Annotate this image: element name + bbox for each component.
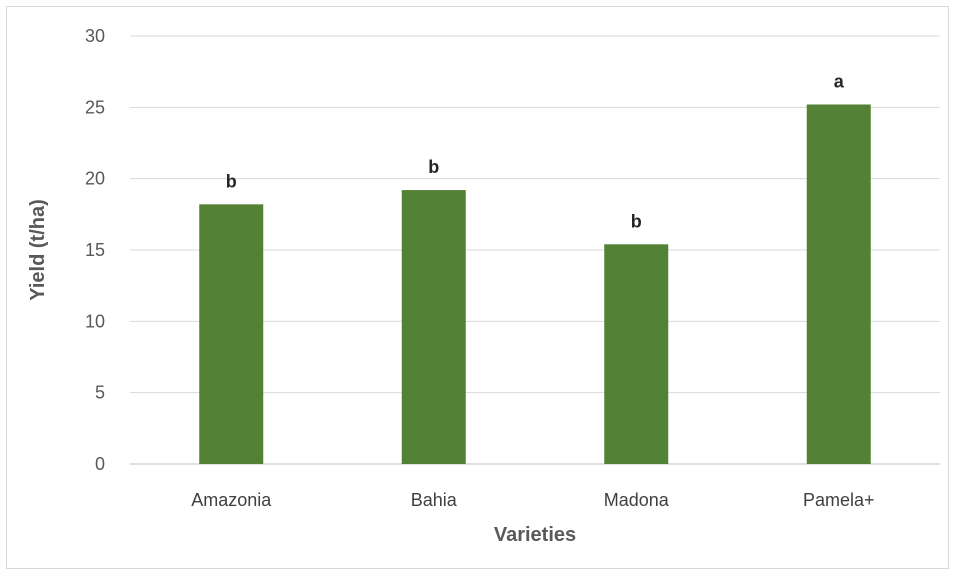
bar-significance-label: b xyxy=(226,171,237,191)
bar-madona xyxy=(604,244,669,464)
bar-significance-label: b xyxy=(631,211,642,231)
y-tick-label: 25 xyxy=(85,97,105,117)
y-axis-title: Yield (t/ha) xyxy=(27,199,49,300)
y-tick-label: 30 xyxy=(85,26,105,46)
x-category-label: Bahia xyxy=(411,490,458,510)
x-category-label: Amazonia xyxy=(191,490,272,510)
y-tick-label: 10 xyxy=(85,311,105,331)
bars xyxy=(199,104,871,464)
y-tick-label: 0 xyxy=(95,454,105,474)
bar-significance-label: b xyxy=(428,157,439,177)
bar-pamela- xyxy=(806,104,871,464)
x-category-label: Madona xyxy=(604,490,670,510)
x-axis-title: Varieties xyxy=(494,524,576,546)
y-tick-labels: 0 5 10 15 20 25 30 xyxy=(85,26,105,474)
bar-significance-label: a xyxy=(834,71,845,91)
y-tick-label: 20 xyxy=(85,169,105,189)
gridlines xyxy=(130,35,940,465)
bar-bahia xyxy=(401,190,466,464)
bar-amazonia xyxy=(199,204,264,464)
x-category-labels: Amazonia Bahia Madona Pamela+ xyxy=(191,490,874,510)
y-tick-label: 5 xyxy=(95,383,105,403)
y-tick-label: 15 xyxy=(85,240,105,260)
bar-annotations: b b b a xyxy=(226,71,845,231)
chart-frame xyxy=(6,6,949,569)
x-category-label: Pamela+ xyxy=(803,490,875,510)
